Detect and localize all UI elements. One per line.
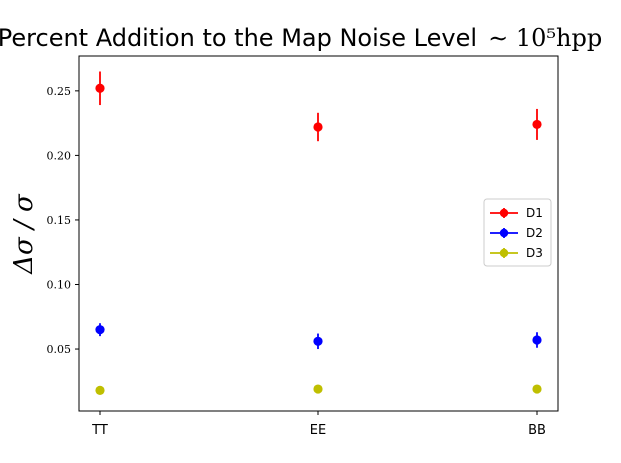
chart-title: Percent Addition to the Map Noise Level … [0,24,602,52]
legend-marker [499,248,509,258]
data-point [532,335,542,345]
y-axis-ticks: 0.05 0.10 0.15 0.20 0.25 [47,85,79,356]
legend-marker [499,208,509,218]
legend-marker [499,228,509,238]
y-tick-label: 0.05 [47,343,72,356]
data-point [532,119,542,130]
y-tick-label: 0.15 [47,214,72,227]
legend-entry-D3: D3 [490,246,543,260]
data-point [313,336,323,346]
data-point [313,122,323,132]
legend-label: D1 [526,206,543,220]
legend: D1 D2 D3 [483,198,552,267]
data-point [95,83,105,93]
chart-title-text: Percent Addition to the Map Noise Level [0,24,477,52]
x-tick-label: EE [310,423,326,438]
x-axis-ticks: TT EE BB [91,411,546,438]
series-D3 [95,384,542,395]
legend-label: D2 [526,226,543,240]
data-point [95,385,105,395]
y-tick-label: 0.20 [47,149,72,162]
legend-entry-D2: D2 [490,226,543,240]
x-tick-label: TT [91,423,108,438]
x-tick-label: BB [528,423,546,438]
legend-label: D3 [526,246,543,260]
data-point [313,384,323,394]
series-D1 [95,71,542,142]
data-point [532,384,542,394]
data-point [95,325,105,335]
y-axis-label: Δσ / σ [9,193,39,275]
legend-entries: D1 D2 D3 [490,206,543,260]
series-D2 [95,323,542,350]
y-tick-label: 0.25 [47,85,72,98]
data-marks [95,71,542,395]
chart-title-math: ∼ 10⁵hpp [488,24,602,52]
legend-entry-D1: D1 [490,206,543,220]
y-tick-label: 0.10 [47,278,72,291]
